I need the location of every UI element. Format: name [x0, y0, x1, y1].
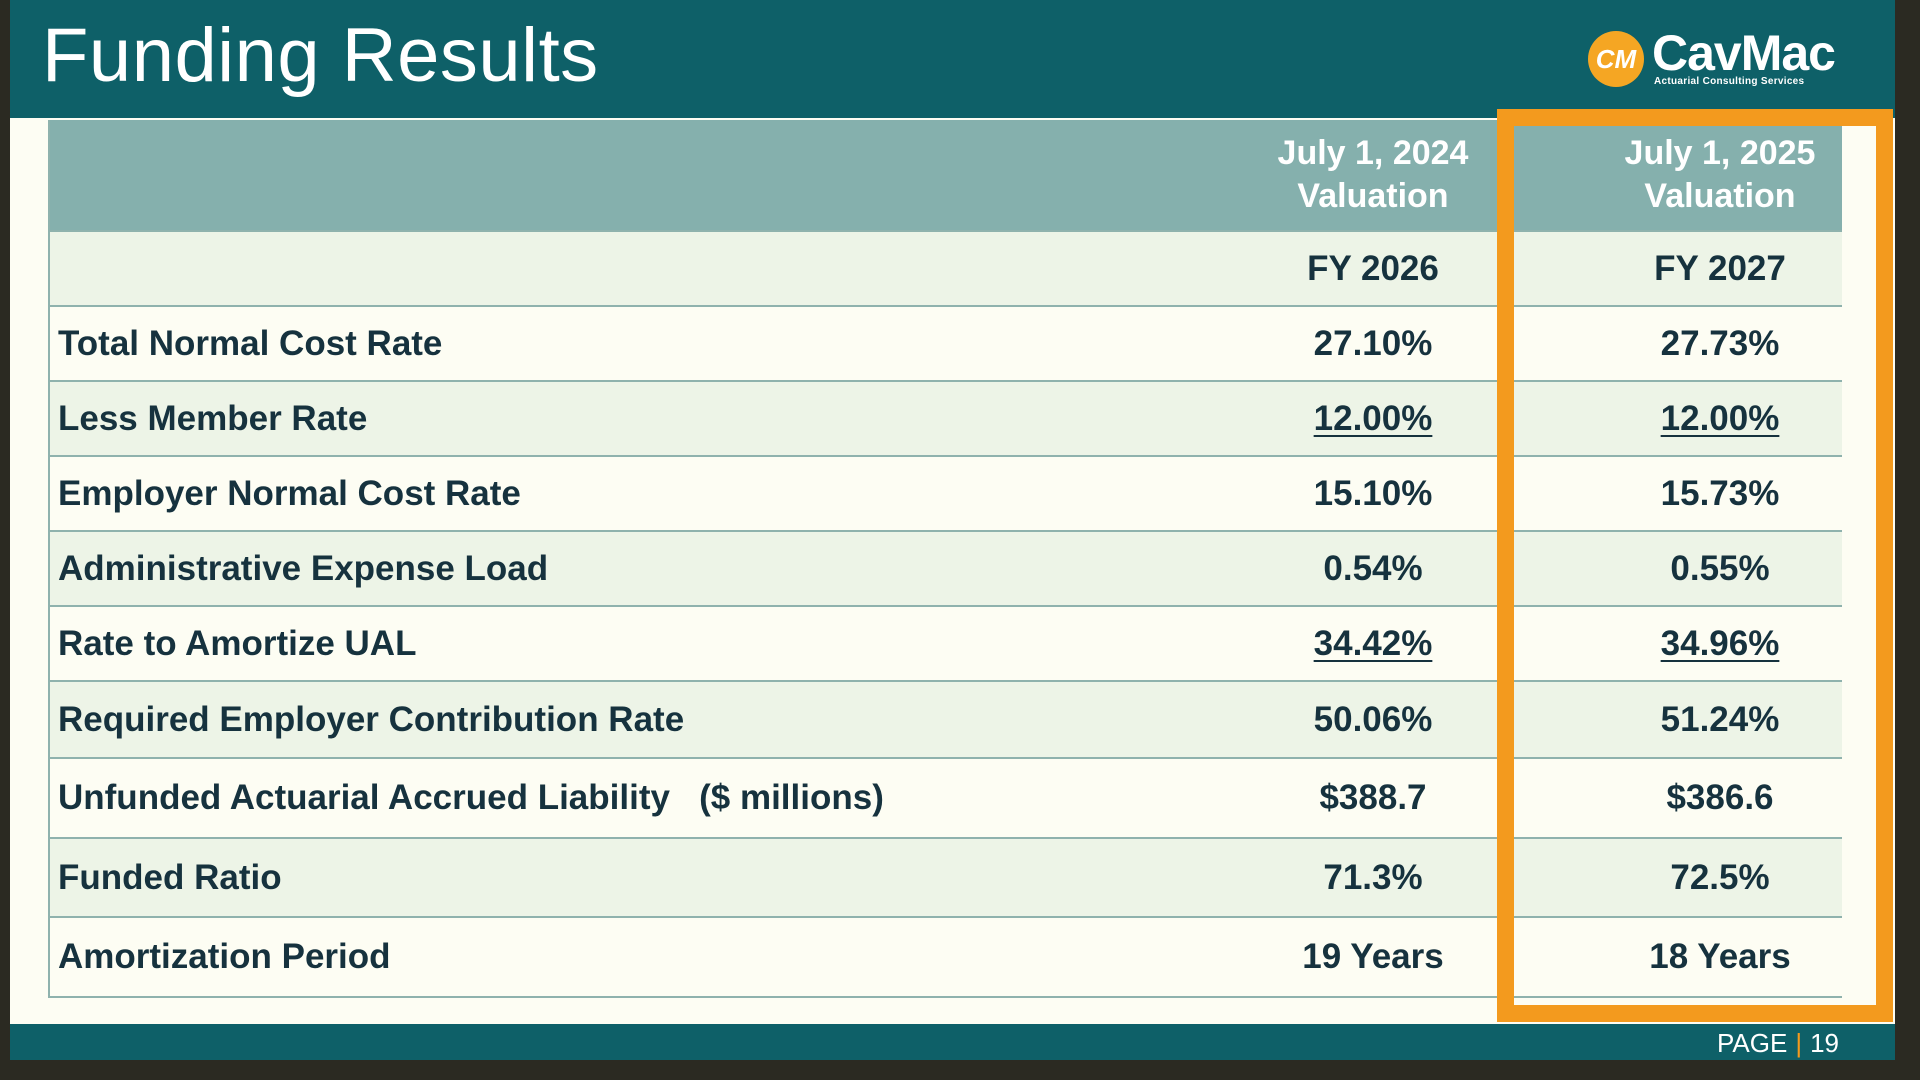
- row-label: Unfunded Actuarial Accrued Liability ($ …: [58, 778, 884, 817]
- page-label: PAGE: [1716, 1028, 1788, 1058]
- table-subheader-row: FY 2026 FY 2027: [48, 232, 1842, 307]
- row-value-2024: 0.54%: [1323, 548, 1423, 588]
- highlight-box: [1497, 109, 1893, 1022]
- header-bar: Funding Results CM CavMac Actuarial Cons…: [10, 0, 1895, 118]
- table-header-row: July 1, 2024 Valuation July 1, 2025 Valu…: [48, 120, 1842, 232]
- row-value-2025: 12.00%: [1548, 382, 1892, 455]
- table-row: Unfunded Actuarial Accrued Liability ($ …: [48, 759, 1842, 839]
- row-label: Amortization Period: [58, 937, 391, 976]
- row-value-2025: 51.24%: [1660, 699, 1780, 739]
- row-value-2024: $388.7: [1319, 778, 1427, 817]
- page-number: PAGE | 19: [1717, 1028, 1839, 1059]
- row-label: Total Normal Cost Rate: [58, 323, 443, 363]
- row-value-2024: 12.00%: [1198, 382, 1548, 455]
- table-left-border: [48, 120, 50, 998]
- row-label: Less Member Rate: [58, 398, 368, 438]
- subheader-fy2027: FY 2027: [1654, 248, 1786, 288]
- row-value-2025: 34.96%: [1548, 607, 1892, 680]
- row-label: Administrative Expense Load: [58, 548, 549, 588]
- logo-tagline: Actuarial Consulting Services: [1654, 76, 1805, 87]
- row-value-2024: 27.10%: [1313, 323, 1433, 363]
- logo-mark-icon: CM: [1588, 31, 1644, 87]
- header-col1-line2: Valuation: [1297, 177, 1449, 215]
- row-value-2024: 15.10%: [1313, 473, 1433, 513]
- header-col-2025: July 1, 2025 Valuation: [1548, 120, 1892, 230]
- footer-bar: PAGE | 19: [10, 1024, 1895, 1060]
- header-col2-line1: July 1, 2025: [1624, 134, 1816, 172]
- slide-title: Funding Results: [42, 13, 599, 98]
- row-label: Funded Ratio: [58, 857, 282, 897]
- row-value-text: 12.00%: [1313, 398, 1433, 438]
- row-value-text: 34.96%: [1660, 623, 1780, 663]
- header-col1-line1: July 1, 2024: [1277, 134, 1469, 172]
- page-separator: |: [1795, 1028, 1803, 1058]
- table-row: Employer Normal Cost Rate 15.10% 15.73%: [48, 457, 1842, 532]
- page-number-value: 19: [1810, 1028, 1839, 1058]
- row-value-2024: 71.3%: [1323, 857, 1423, 897]
- row-value-text: 34.42%: [1313, 623, 1433, 663]
- row-value-2025: 18 Years: [1649, 937, 1791, 976]
- slide: Funding Results CM CavMac Actuarial Cons…: [10, 0, 1895, 1060]
- table-row: Total Normal Cost Rate 27.10% 27.73%: [48, 307, 1842, 382]
- row-label: Rate to Amortize UAL: [58, 623, 417, 663]
- row-value-2024: 34.42%: [1198, 607, 1548, 680]
- table-row: Rate to Amortize UAL 34.42% 34.96%: [48, 607, 1842, 682]
- table-row: Administrative Expense Load 0.54% 0.55%: [48, 532, 1842, 607]
- header-col2-line2: Valuation: [1644, 177, 1796, 215]
- table-row: Required Employer Contribution Rate 50.0…: [48, 682, 1842, 759]
- table-row: Less Member Rate 12.00% 12.00%: [48, 382, 1842, 457]
- row-value-2024: 50.06%: [1313, 699, 1433, 739]
- row-label: Employer Normal Cost Rate: [58, 473, 521, 513]
- row-value-2025: 15.73%: [1660, 473, 1780, 513]
- row-value-text: 12.00%: [1660, 398, 1780, 438]
- logo-name: CavMac: [1652, 25, 1836, 81]
- header-col-2024: July 1, 2024 Valuation: [1198, 120, 1548, 230]
- row-value-2025: $386.6: [1666, 778, 1774, 817]
- subheader-fy2026: FY 2026: [1307, 248, 1439, 288]
- cavmac-logo: CM CavMac Actuarial Consulting Services: [1578, 24, 1848, 94]
- row-value-2025: 72.5%: [1670, 857, 1770, 897]
- row-value-2024: 19 Years: [1302, 937, 1444, 976]
- row-value-2025: 27.73%: [1660, 323, 1780, 363]
- row-value-2025: 0.55%: [1670, 548, 1770, 588]
- row-label: Required Employer Contribution Rate: [58, 699, 685, 739]
- table-row: Amortization Period 19 Years 18 Years: [48, 918, 1842, 998]
- table-row: Funded Ratio 71.3% 72.5%: [48, 839, 1842, 918]
